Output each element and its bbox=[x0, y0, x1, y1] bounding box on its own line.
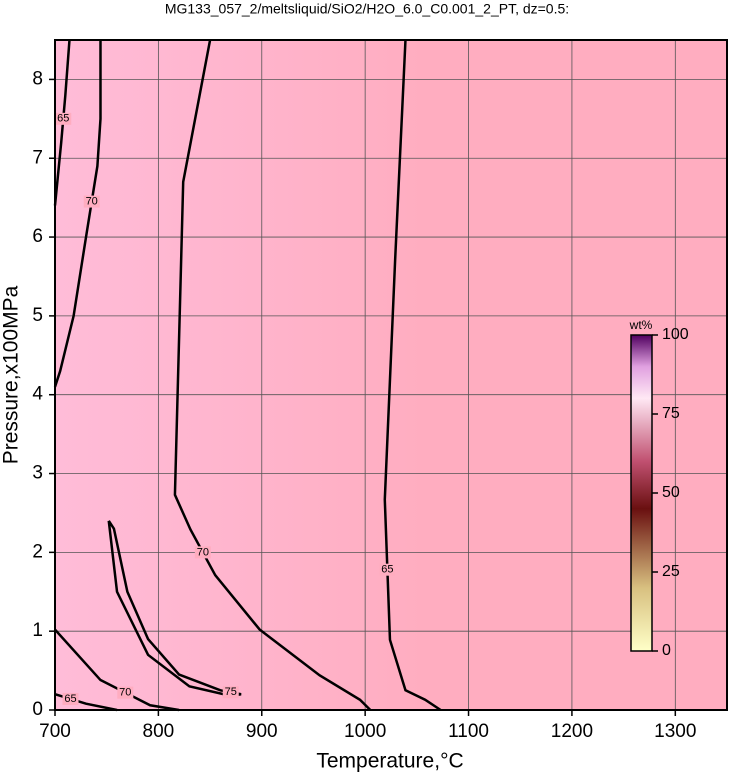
contour-label: 70 bbox=[197, 546, 209, 558]
x-tick-label: 1300 bbox=[654, 721, 696, 742]
colorbar-tick-label: 0 bbox=[662, 642, 671, 659]
contour-label: 70 bbox=[119, 687, 131, 699]
contour-line bbox=[53, 40, 102, 388]
contour-line bbox=[383, 39, 442, 712]
y-axis-label: Pressure,x100MPa bbox=[0, 285, 23, 464]
contour-label: 65 bbox=[64, 693, 76, 705]
contour-label: 70 bbox=[86, 195, 98, 207]
colorbar-tick-label: 75 bbox=[662, 405, 680, 422]
x-axis-label: Temperature,°C bbox=[316, 750, 463, 773]
colorbar-tick-label: 100 bbox=[662, 326, 689, 343]
y-tick-label: 3 bbox=[32, 463, 43, 484]
colorbar bbox=[630, 334, 653, 652]
x-tick-label: 900 bbox=[246, 721, 278, 742]
colorbar-tick-label: 50 bbox=[662, 484, 680, 501]
contour-label: 65 bbox=[57, 113, 69, 125]
contour-label-bg bbox=[117, 686, 134, 699]
contour-label-bg bbox=[83, 195, 100, 208]
x-tick-label: 800 bbox=[143, 721, 175, 742]
x-tick-label: 1100 bbox=[448, 721, 489, 742]
y-tick-label: 8 bbox=[32, 68, 43, 89]
y-tick-label: 2 bbox=[32, 541, 43, 562]
colorbar-label: wt% bbox=[629, 318, 653, 332]
y-tick-label: 5 bbox=[32, 305, 43, 326]
x-tick-label: 1200 bbox=[551, 721, 593, 742]
contour-label: 75 bbox=[225, 686, 237, 698]
x-tick-label: 1000 bbox=[344, 721, 386, 742]
contour-label-bg bbox=[62, 692, 79, 705]
contour-label-bg bbox=[194, 546, 211, 559]
y-tick-label: 4 bbox=[32, 384, 43, 405]
contour-label-bg bbox=[379, 563, 396, 576]
y-tick-label: 6 bbox=[32, 226, 43, 247]
contour-label: 65 bbox=[381, 564, 393, 576]
plot-frame bbox=[54, 39, 728, 711]
y-tick-label: 1 bbox=[32, 620, 43, 641]
chart-title: MG133_057_2/meltsliquid/SiO2/H2O_6.0_C0.… bbox=[165, 1, 569, 17]
contour-label-bg bbox=[55, 112, 72, 125]
y-tick-label: 7 bbox=[32, 147, 43, 168]
x-tick-label: 700 bbox=[39, 721, 71, 742]
contour-label-bg bbox=[222, 686, 239, 699]
colorbar-tick-label: 25 bbox=[662, 563, 680, 580]
y-tick-label: 0 bbox=[32, 699, 43, 720]
